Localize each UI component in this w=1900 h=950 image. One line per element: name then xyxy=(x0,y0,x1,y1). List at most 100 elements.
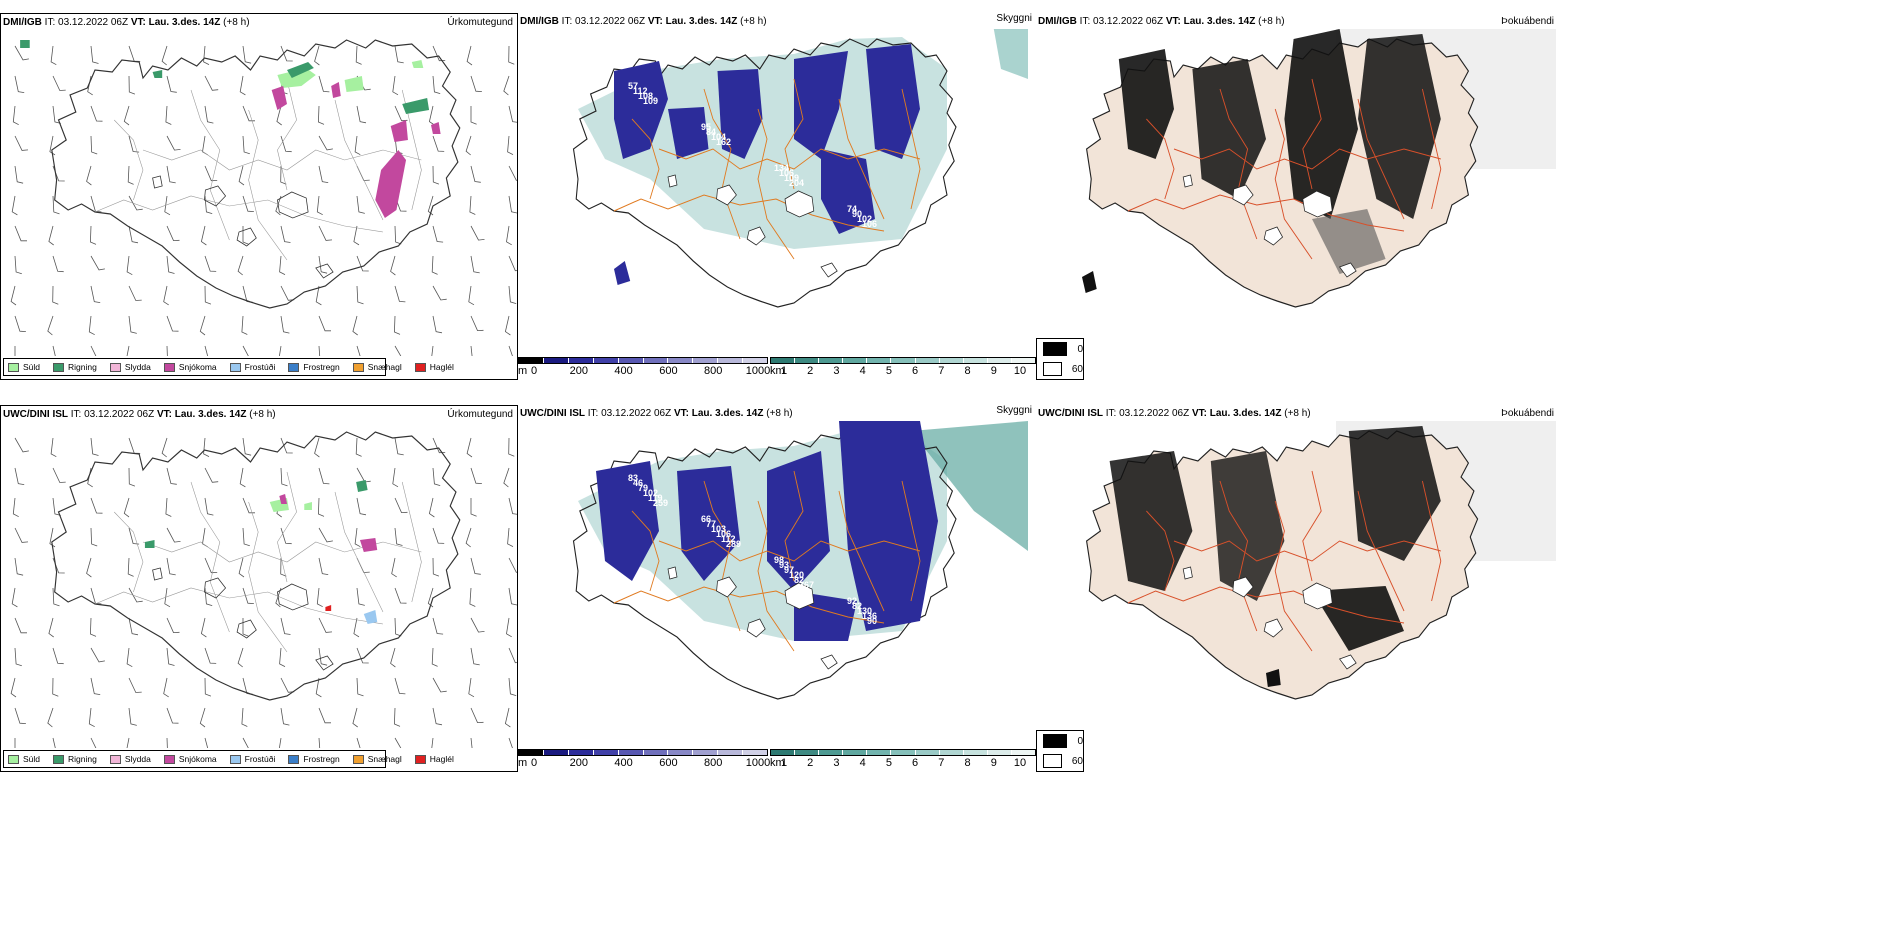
colorbar-unit: km xyxy=(770,757,785,769)
wind-barb xyxy=(432,617,444,635)
wind-barb xyxy=(394,587,407,604)
it-value: 03.12.2022 06Z xyxy=(601,408,672,419)
wind-barb xyxy=(427,195,434,216)
wind-barb xyxy=(318,527,333,543)
colorbar-cell xyxy=(693,358,719,363)
wind-barb xyxy=(432,45,446,62)
iceland-visibility-map: 5795134747711284106901031081041091027510… xyxy=(572,29,1029,308)
wind-barb xyxy=(355,45,362,65)
road-line xyxy=(631,510,660,592)
ceiling-value-label: 83 xyxy=(628,473,638,483)
road-line xyxy=(94,587,384,625)
model-name: DMI/IGB xyxy=(520,16,559,27)
wind-barb xyxy=(508,255,517,272)
wind-barb xyxy=(128,587,143,603)
road-line xyxy=(1274,500,1313,652)
it-label: IT: xyxy=(587,408,599,419)
wind-barb xyxy=(508,165,517,181)
wind-barb xyxy=(470,225,485,241)
wind-barb xyxy=(161,45,168,66)
wind-barb xyxy=(432,437,446,454)
wind-barb xyxy=(356,345,361,356)
ceiling-value-label: 79 xyxy=(638,483,648,493)
wind-barb xyxy=(390,255,396,276)
wind-barb xyxy=(318,467,330,485)
ceiling-value-label: 95 xyxy=(701,122,711,132)
wind-barb xyxy=(14,707,26,724)
legend-item: Frostúði xyxy=(229,754,275,764)
wind-barb xyxy=(203,437,210,457)
wind-barb xyxy=(431,255,438,275)
wind-barb xyxy=(204,105,214,124)
wind-barb xyxy=(428,105,435,126)
wind-barb xyxy=(356,557,370,573)
road-line xyxy=(838,490,885,612)
road-line xyxy=(1421,480,1442,602)
wind-barb xyxy=(504,315,511,336)
ceiling-colorbar: m 0 200 400 600 800 1000 xyxy=(518,749,770,770)
it-label: IT: xyxy=(70,409,82,420)
road-line xyxy=(901,88,921,210)
wind-barb xyxy=(280,165,287,185)
legend-label: Haglél xyxy=(429,362,454,372)
ceiling-value-label: 134 xyxy=(774,163,789,173)
wind-barb xyxy=(315,285,322,306)
wind-barb xyxy=(315,677,322,698)
wind-barb xyxy=(242,135,250,155)
wind-barb xyxy=(88,707,95,728)
it-value: 03.12.2022 06Z xyxy=(575,16,646,27)
wind-barb xyxy=(128,437,141,454)
legend-item: Snjókoma xyxy=(163,754,217,764)
wind-barb xyxy=(314,45,320,66)
vt-value: Lau. 3.des. 14Z xyxy=(148,17,221,28)
it-label: IT: xyxy=(1105,408,1117,419)
ceiling-value-label: 96 xyxy=(935,652,945,662)
panel-header: DMI/IGB IT: 03.12.2022 06Z VT: Lau. 3.de… xyxy=(3,17,250,28)
wind-barb xyxy=(48,617,54,638)
wind-barb xyxy=(508,45,515,65)
wind-barb xyxy=(10,285,17,306)
legend-item: Súld xyxy=(8,754,40,764)
ceiling-value-label: 367 xyxy=(799,580,814,590)
vt-value: Lau. 3.des. 14Z xyxy=(691,408,764,419)
wind-barb xyxy=(11,195,18,216)
wind-barb xyxy=(356,737,361,748)
vt-label: VT: xyxy=(673,408,689,419)
wind-barb xyxy=(279,345,282,356)
colorbar-tick-label: 9 xyxy=(990,365,997,377)
wind-barb xyxy=(166,255,175,274)
panel-header: UWC/DINI ISL IT: 03.12.2022 06Z VT: Lau.… xyxy=(3,409,276,420)
model-name: DMI/IGB xyxy=(3,17,42,28)
precip-cells xyxy=(20,40,441,218)
colorbar-cell xyxy=(915,358,940,363)
wind-barb xyxy=(14,467,25,485)
road-line xyxy=(334,491,384,613)
colorbar-cell xyxy=(543,750,569,755)
wind-barb xyxy=(90,255,105,271)
vt-label: VT: xyxy=(156,409,172,420)
iceland-fog-map xyxy=(1082,29,1556,308)
ceiling-value-label: 108 xyxy=(930,647,945,657)
wind-barb xyxy=(52,737,56,748)
road-network xyxy=(1127,78,1442,260)
wind-barb xyxy=(128,285,142,301)
ceiling-value-label: 195 xyxy=(940,657,955,667)
wind-barb xyxy=(242,737,249,748)
ceiling-colorbar: m 0 200 400 600 800 1000 xyxy=(518,357,770,378)
road-line xyxy=(613,586,885,624)
wind-barb xyxy=(394,437,404,456)
wind-barb xyxy=(242,195,254,212)
wind-barb xyxy=(318,737,321,748)
wind-barb xyxy=(165,105,172,125)
legend-label: Frostregn xyxy=(303,362,340,372)
wind-barb xyxy=(352,707,358,728)
wind-barb xyxy=(89,225,97,245)
wind-barb xyxy=(280,467,288,487)
legend-label: Frostregn xyxy=(303,754,340,764)
colorbar-tick-label: 400 xyxy=(614,757,633,769)
glacier-outline xyxy=(746,226,766,246)
wind-barb xyxy=(316,587,323,608)
wind-barb xyxy=(318,707,331,724)
road-line xyxy=(757,108,795,260)
colorbar-tick-label: 1 xyxy=(780,365,788,377)
